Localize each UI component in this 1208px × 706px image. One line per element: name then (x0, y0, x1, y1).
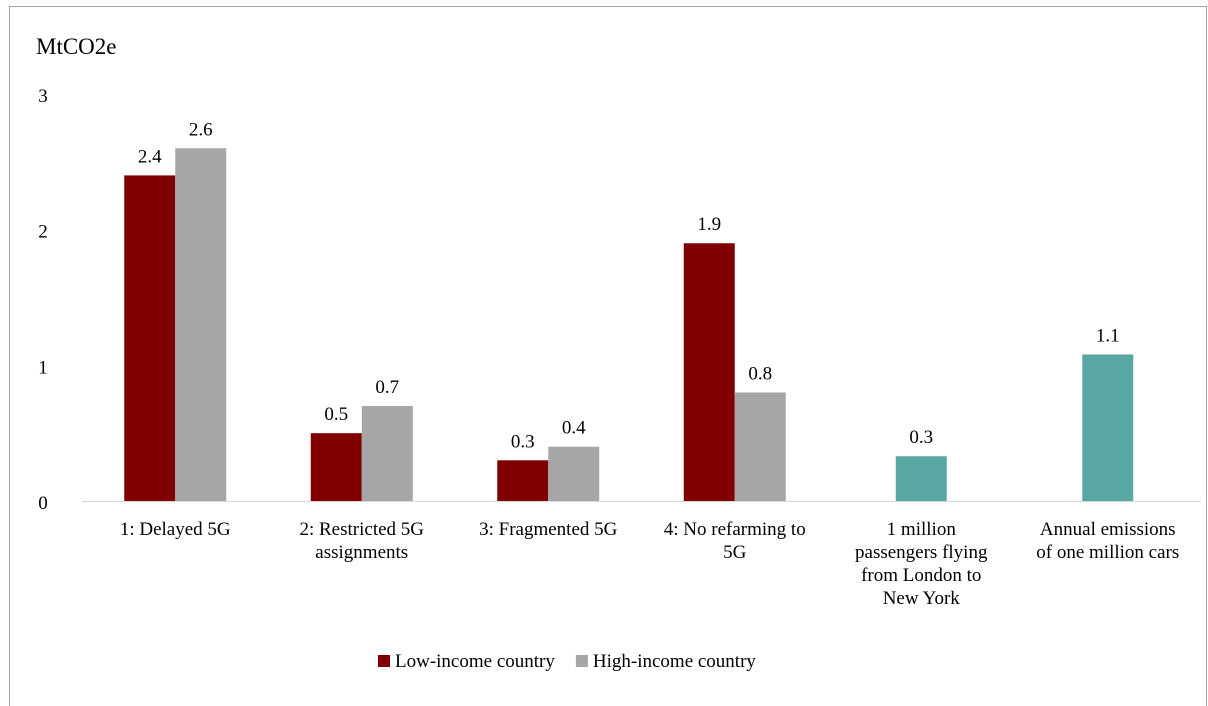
x-category-label: 4: No refarming to 5G (664, 519, 806, 563)
bar (497, 460, 549, 501)
bar (895, 456, 947, 501)
x-category-label: 1 million passengers flying from London to… (855, 519, 988, 609)
data-label: 0.3 (909, 427, 933, 448)
y-tick-label: 0 (38, 493, 48, 514)
data-label: 0.3 (511, 431, 535, 452)
data-label: 2.6 (189, 119, 213, 140)
data-label: 2.4 (138, 146, 162, 167)
y-tick-label: 1 (38, 357, 48, 378)
x-category-label-line: 5G (723, 542, 747, 563)
bar (310, 433, 362, 501)
legend-label: High-income country (593, 651, 757, 672)
y-tick-label: 2 (38, 222, 48, 243)
x-category-label: 3: Fragmented 5G (479, 519, 618, 540)
data-label: 0.4 (562, 418, 586, 439)
x-category-label: 1: Delayed 5G (120, 519, 231, 540)
legend-swatch (378, 655, 390, 667)
x-category-label-line: New York (883, 588, 961, 609)
x-category-label-line: passengers flying (855, 542, 988, 563)
x-category-label-line: 1: Delayed 5G (120, 519, 231, 540)
x-category-label-line: 2: Restricted 5G (299, 519, 424, 540)
x-category-label-line: 1 million (887, 519, 957, 540)
x-category-label-line: from London to (861, 565, 981, 586)
y-axis-title: MtCO2e (36, 34, 117, 59)
x-category-label: 2: Restricted 5G assignments (299, 519, 424, 563)
bar (361, 406, 413, 501)
y-tick-label: 3 (38, 86, 48, 107)
chart-frame (9, 6, 1207, 706)
bar (175, 148, 227, 501)
bar (683, 243, 735, 501)
data-label: 0.7 (375, 377, 399, 398)
bar (734, 392, 786, 501)
data-label: 1.1 (1096, 325, 1120, 346)
x-category-label-line: assignments (315, 542, 408, 563)
bar (548, 446, 600, 501)
bar (1082, 354, 1134, 501)
bar (124, 175, 176, 501)
data-label: 0.8 (748, 363, 772, 384)
x-category-label: Annual emissions of one million cars (1036, 519, 1179, 563)
x-category-label-line: Annual emissions (1040, 519, 1176, 540)
data-label: 0.5 (324, 404, 348, 425)
data-label: 1.9 (697, 214, 721, 235)
legend-swatch (575, 655, 588, 667)
legend-label: Low-income country (395, 651, 555, 672)
x-category-label-line: 3: Fragmented 5G (479, 519, 618, 540)
x-category-label-line: 4: No refarming to (664, 519, 806, 540)
x-category-label-line: of one million cars (1036, 542, 1179, 563)
